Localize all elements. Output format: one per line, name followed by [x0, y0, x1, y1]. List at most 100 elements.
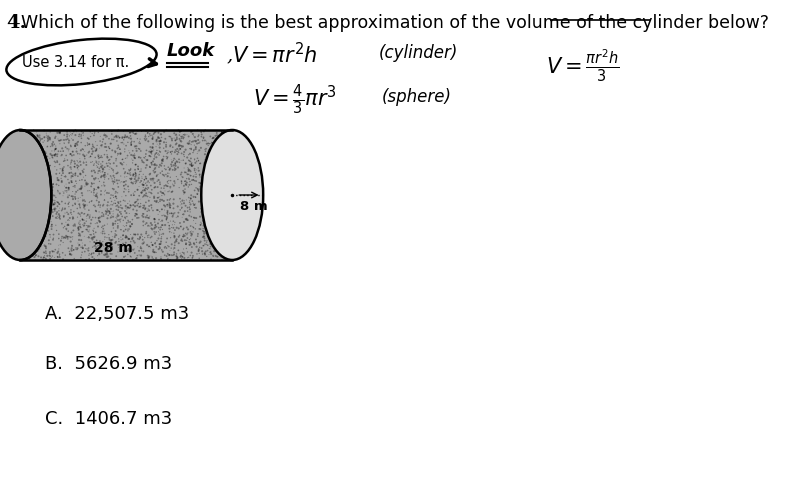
- Point: [210, 236, 223, 244]
- Point: [90, 229, 102, 237]
- Point: [208, 170, 221, 178]
- Point: [42, 169, 54, 177]
- Point: [131, 186, 144, 194]
- Point: [185, 213, 198, 221]
- Point: [58, 213, 70, 221]
- Point: [141, 241, 154, 249]
- Point: [178, 199, 190, 207]
- Point: [184, 239, 197, 247]
- Point: [67, 246, 80, 253]
- Point: [85, 166, 98, 174]
- Point: [44, 128, 57, 136]
- Point: [142, 252, 155, 260]
- Point: [220, 129, 233, 137]
- Point: [55, 220, 68, 228]
- Point: [116, 255, 129, 263]
- Point: [140, 135, 153, 143]
- Point: [85, 188, 98, 196]
- Point: [221, 143, 234, 151]
- Point: [174, 237, 187, 245]
- Point: [51, 150, 64, 158]
- Point: [218, 178, 230, 186]
- Point: [48, 206, 61, 214]
- Point: [143, 130, 156, 138]
- Point: [109, 232, 122, 240]
- Point: [130, 254, 143, 262]
- Point: [121, 133, 134, 141]
- Point: [72, 194, 85, 202]
- Point: [47, 180, 60, 188]
- Point: [74, 176, 86, 184]
- Point: [127, 191, 140, 199]
- Point: [46, 147, 58, 155]
- Point: [208, 144, 221, 152]
- Point: [67, 215, 80, 223]
- Point: [198, 234, 211, 242]
- Point: [109, 149, 122, 157]
- Point: [155, 206, 168, 214]
- Point: [53, 200, 66, 208]
- Point: [166, 162, 178, 170]
- Point: [76, 239, 89, 247]
- Point: [188, 201, 201, 209]
- Point: [18, 225, 31, 233]
- Point: [128, 151, 141, 159]
- Point: [87, 131, 100, 139]
- Point: [222, 245, 235, 252]
- Point: [162, 147, 174, 155]
- Point: [148, 169, 161, 177]
- Point: [213, 209, 226, 217]
- Point: [28, 140, 41, 148]
- Point: [161, 201, 174, 209]
- Point: [54, 152, 67, 160]
- Point: [158, 138, 170, 146]
- Ellipse shape: [0, 130, 51, 260]
- Point: [174, 128, 186, 136]
- Point: [106, 146, 118, 154]
- Point: [89, 220, 102, 228]
- Point: [39, 179, 52, 187]
- Point: [175, 205, 188, 213]
- Point: [215, 195, 228, 203]
- Point: [146, 140, 159, 148]
- Point: [138, 154, 150, 162]
- Point: [44, 181, 57, 189]
- Point: [96, 162, 109, 170]
- Point: [111, 212, 124, 220]
- Point: [98, 131, 110, 139]
- Point: [155, 205, 168, 213]
- Point: [26, 193, 39, 201]
- Point: [38, 149, 50, 157]
- Point: [86, 180, 98, 188]
- Point: [211, 219, 224, 227]
- Point: [87, 191, 100, 199]
- Point: [28, 152, 41, 160]
- Point: [97, 225, 110, 233]
- Point: [50, 214, 62, 222]
- Point: [223, 222, 236, 230]
- Point: [35, 208, 48, 216]
- Point: [203, 216, 216, 224]
- Point: [118, 197, 131, 205]
- Point: [176, 253, 189, 261]
- Point: [35, 179, 48, 187]
- Point: [28, 224, 41, 232]
- Point: [41, 214, 54, 222]
- Point: [146, 175, 158, 183]
- Point: [154, 218, 167, 226]
- Point: [33, 156, 46, 164]
- Point: [128, 239, 141, 247]
- Point: [69, 160, 82, 168]
- Point: [27, 186, 40, 194]
- Point: [222, 133, 234, 141]
- Point: [27, 186, 40, 194]
- Point: [20, 163, 33, 171]
- Point: [191, 126, 204, 134]
- Point: [214, 137, 227, 145]
- Point: [146, 144, 159, 152]
- Point: [94, 229, 107, 237]
- Point: [165, 202, 178, 210]
- Point: [218, 213, 231, 221]
- Point: [66, 148, 79, 156]
- Point: [38, 171, 51, 179]
